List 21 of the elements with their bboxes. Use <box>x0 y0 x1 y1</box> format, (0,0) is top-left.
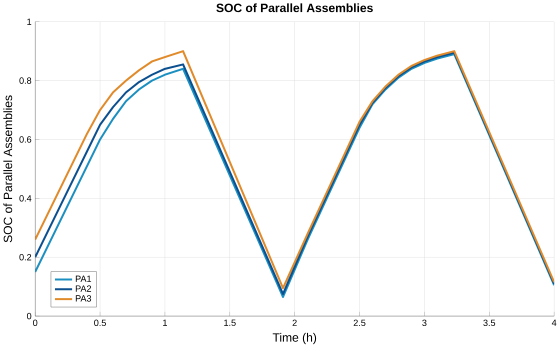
legend-label: PA2 <box>76 285 92 292</box>
x-tick-label: 3 <box>422 319 427 326</box>
x-tick-label: 1 <box>163 319 167 326</box>
x-tick-label: 4 <box>552 319 556 326</box>
y-tick-label: 0.8 <box>19 77 32 84</box>
legend-label: PA3 <box>76 294 92 302</box>
x-tick-label: 0 <box>33 319 38 326</box>
x-tick-label: 2 <box>292 319 297 326</box>
y-tick-label: 0.2 <box>19 254 32 260</box>
x-axis-title: Time (h) <box>272 332 316 344</box>
legend-label: PA1 <box>76 275 92 282</box>
x-tick-label: 3.5 <box>483 319 496 326</box>
y-axis-title: SOC of Parallel Assemblies <box>3 95 12 242</box>
chart-title: SOC of Parallel Assemblies <box>216 3 373 12</box>
x-tick-label: 0.5 <box>94 319 106 326</box>
y-tick-label: 0.6 <box>19 136 32 142</box>
x-tick-label: 2.5 <box>354 319 366 326</box>
y-tick-label: 0.4 <box>19 194 32 202</box>
y-tick-label: 0 <box>26 312 32 320</box>
x-tick-label: 1.5 <box>224 319 236 326</box>
y-tick-label: 1 <box>27 18 32 25</box>
